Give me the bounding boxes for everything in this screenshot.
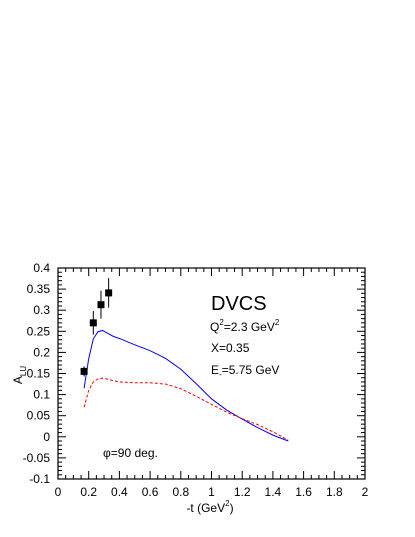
x-axis-title-tail: ): [230, 501, 234, 515]
y-tick-label: 0.3: [33, 303, 50, 317]
x-axis-tick-labels: 0 0.2 0.4 0.6 0.8 1 1.2 1.4 1.6 1.8 2: [55, 485, 369, 499]
y-tick-label: 0.05: [27, 409, 51, 423]
y-axis-ticks: [58, 267, 365, 480]
y-tick-label: 0.1: [33, 388, 50, 402]
y-tick-label: 0.25: [27, 324, 51, 338]
data-point-marker: [80, 367, 88, 375]
x-tick-label: 0.8: [172, 485, 189, 499]
x-tick-label: 1: [208, 485, 215, 499]
data-point-marker: [97, 301, 105, 309]
y-tick-label: 0.4: [33, 261, 50, 275]
annotation-q2-symbol: Q: [210, 320, 219, 334]
data-points: [80, 278, 113, 377]
annotation-energy-symbol: E: [211, 363, 219, 377]
y-tick-label: 0.15: [27, 367, 51, 381]
x-axis-title-superscript: 2: [225, 499, 230, 508]
series-line-dashed: [83, 377, 289, 441]
chart-annotation-title: DVCS: [211, 293, 267, 315]
x-tick-label: 1.6: [295, 485, 312, 499]
x-tick-label: 1.4: [265, 485, 282, 499]
x-tick-label: 1.2: [234, 485, 251, 499]
annotation-energy-value: =5.75 GeV: [222, 363, 280, 377]
annotation-phi-symbol: φ: [103, 446, 111, 460]
annotation-q2-superscript: 2: [219, 318, 224, 327]
x-tick-label: 0: [55, 485, 62, 499]
annotation-energy: E-=5.75 GeV: [211, 363, 279, 379]
annotation-x: X=0.35: [211, 341, 250, 355]
x-tick-label: 0.6: [142, 485, 159, 499]
data-point-marker: [105, 289, 113, 297]
y-tick-label: 0: [43, 430, 50, 444]
y-tick-label: 0.2: [33, 345, 50, 359]
annotation-energy-subscript: -: [219, 370, 222, 379]
annotation-phi-value: =90 deg.: [111, 446, 158, 460]
x-axis-title: -t (GeV2): [186, 499, 233, 515]
y-axis-title: ALU: [11, 366, 28, 384]
y-axis-title-subscript: LU: [19, 366, 28, 376]
y-tick-label: -0.1: [29, 472, 50, 486]
y-tick-label: -0.05: [23, 451, 51, 465]
x-tick-label: 2: [362, 485, 369, 499]
annotation-q2: Q2=2.3 GeV2: [210, 318, 280, 334]
y-axis-tick-labels: -0.1 -0.05 0 0.05 0.1 0.15 0.2 0.25 0.3 0.35 0.4: [23, 261, 51, 486]
x-axis-title-main: -t (GeV: [186, 501, 225, 515]
y-axis-title-main: A: [11, 376, 25, 384]
y-tick-label: 0.35: [27, 282, 51, 296]
annotation-q2-value: =2.3 GeV: [224, 320, 275, 334]
x-tick-label: 0.4: [111, 485, 128, 499]
data-point-marker: [89, 319, 97, 327]
x-tick-label: 0.2: [80, 485, 97, 499]
annotation-q2-unit-superscript: 2: [275, 318, 280, 327]
series-layer: [83, 329, 289, 442]
annotation-phi: φ=90 deg.: [103, 446, 158, 460]
x-tick-label: 1.8: [326, 485, 343, 499]
